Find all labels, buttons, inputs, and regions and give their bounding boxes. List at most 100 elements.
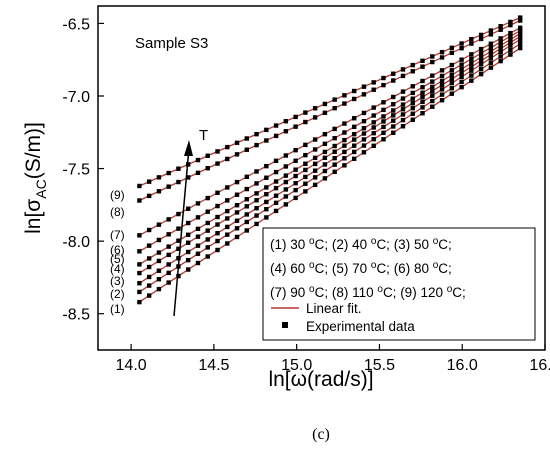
data-point	[225, 198, 230, 203]
data-point	[322, 101, 328, 107]
data-point	[517, 41, 523, 46]
data-point	[498, 46, 503, 51]
data-point	[459, 41, 464, 46]
data-point	[459, 46, 464, 51]
data-point	[166, 184, 171, 189]
fit-lines	[139, 17, 521, 303]
series-label-3: (3)	[110, 274, 125, 288]
data-point	[488, 60, 494, 66]
data-point	[293, 158, 298, 163]
data-point	[205, 245, 210, 250]
data-point	[264, 207, 269, 212]
data-point	[205, 220, 210, 226]
data-point	[195, 170, 201, 176]
data-point	[342, 149, 347, 155]
data-point	[517, 15, 523, 20]
data-point	[156, 286, 162, 292]
data-point	[283, 202, 289, 207]
data-point	[391, 113, 396, 118]
data-point	[391, 78, 396, 83]
data-point	[146, 293, 152, 298]
data-point	[225, 241, 230, 246]
data-point	[498, 24, 503, 29]
data-point	[303, 189, 308, 194]
data-point	[137, 289, 142, 295]
data-point	[273, 179, 279, 184]
data-point	[449, 62, 455, 68]
data-point	[342, 143, 347, 148]
data-point	[176, 211, 181, 217]
data-point	[478, 55, 484, 60]
data-point	[508, 52, 513, 57]
data-point	[322, 132, 328, 137]
data-point	[371, 120, 376, 125]
data-point	[195, 157, 201, 163]
data-point	[361, 92, 367, 97]
data-point	[234, 192, 240, 197]
data-point	[351, 116, 357, 121]
data-point	[225, 224, 230, 230]
data-point	[400, 73, 406, 79]
data-point	[439, 68, 445, 73]
data-point	[469, 73, 474, 78]
data-point	[410, 69, 415, 74]
data-point	[332, 143, 337, 149]
data-point	[264, 138, 269, 143]
data-point	[449, 80, 455, 86]
data-point	[195, 243, 201, 248]
data-point	[381, 119, 386, 124]
data-point	[430, 59, 435, 65]
data-point	[156, 250, 162, 255]
data-point	[430, 73, 435, 78]
data-point	[303, 142, 308, 148]
data-point	[264, 185, 269, 190]
data-point	[410, 90, 415, 96]
data-point	[508, 43, 513, 48]
data-point	[293, 180, 298, 186]
legend-line-2: (4) 60 oC; (5) 70 oC; (6) 80 oC;	[270, 260, 452, 276]
data-point	[186, 220, 191, 226]
temperature-arrow-label: T	[199, 127, 208, 144]
data-point	[449, 50, 455, 56]
data-point	[351, 143, 357, 148]
data-point	[146, 193, 152, 199]
data-point	[176, 273, 181, 279]
data-point	[508, 30, 513, 36]
data-point	[508, 19, 513, 25]
data-point	[215, 214, 220, 220]
data-point	[430, 104, 435, 109]
data-point	[137, 183, 142, 189]
data-point	[176, 246, 181, 252]
data-point	[439, 87, 445, 92]
data-point	[381, 100, 386, 105]
data-point	[351, 149, 357, 155]
data-point	[205, 209, 210, 214]
data-point	[186, 175, 191, 180]
data-point	[439, 92, 445, 97]
data-point	[156, 175, 162, 180]
y-tick-label: -6.5	[62, 16, 90, 33]
data-point	[195, 215, 201, 220]
data-point	[234, 152, 240, 157]
data-point	[156, 189, 162, 194]
data-point	[215, 231, 220, 236]
data-point	[332, 155, 337, 161]
data-point	[361, 110, 367, 116]
data-point	[342, 93, 347, 98]
data-point	[254, 213, 259, 218]
data-point	[156, 268, 162, 273]
data-point	[381, 137, 386, 142]
data-point	[244, 228, 249, 233]
data-point	[186, 249, 191, 255]
data-point	[146, 179, 152, 184]
data-point	[205, 153, 210, 158]
x-tick-label: 16.5	[529, 357, 550, 374]
data-point	[430, 54, 435, 59]
data-point	[469, 78, 474, 83]
data-point	[215, 149, 220, 154]
data-point	[264, 199, 269, 205]
data-point	[293, 114, 298, 120]
data-point	[410, 62, 415, 68]
data-point	[410, 111, 415, 116]
data-point	[430, 98, 435, 104]
